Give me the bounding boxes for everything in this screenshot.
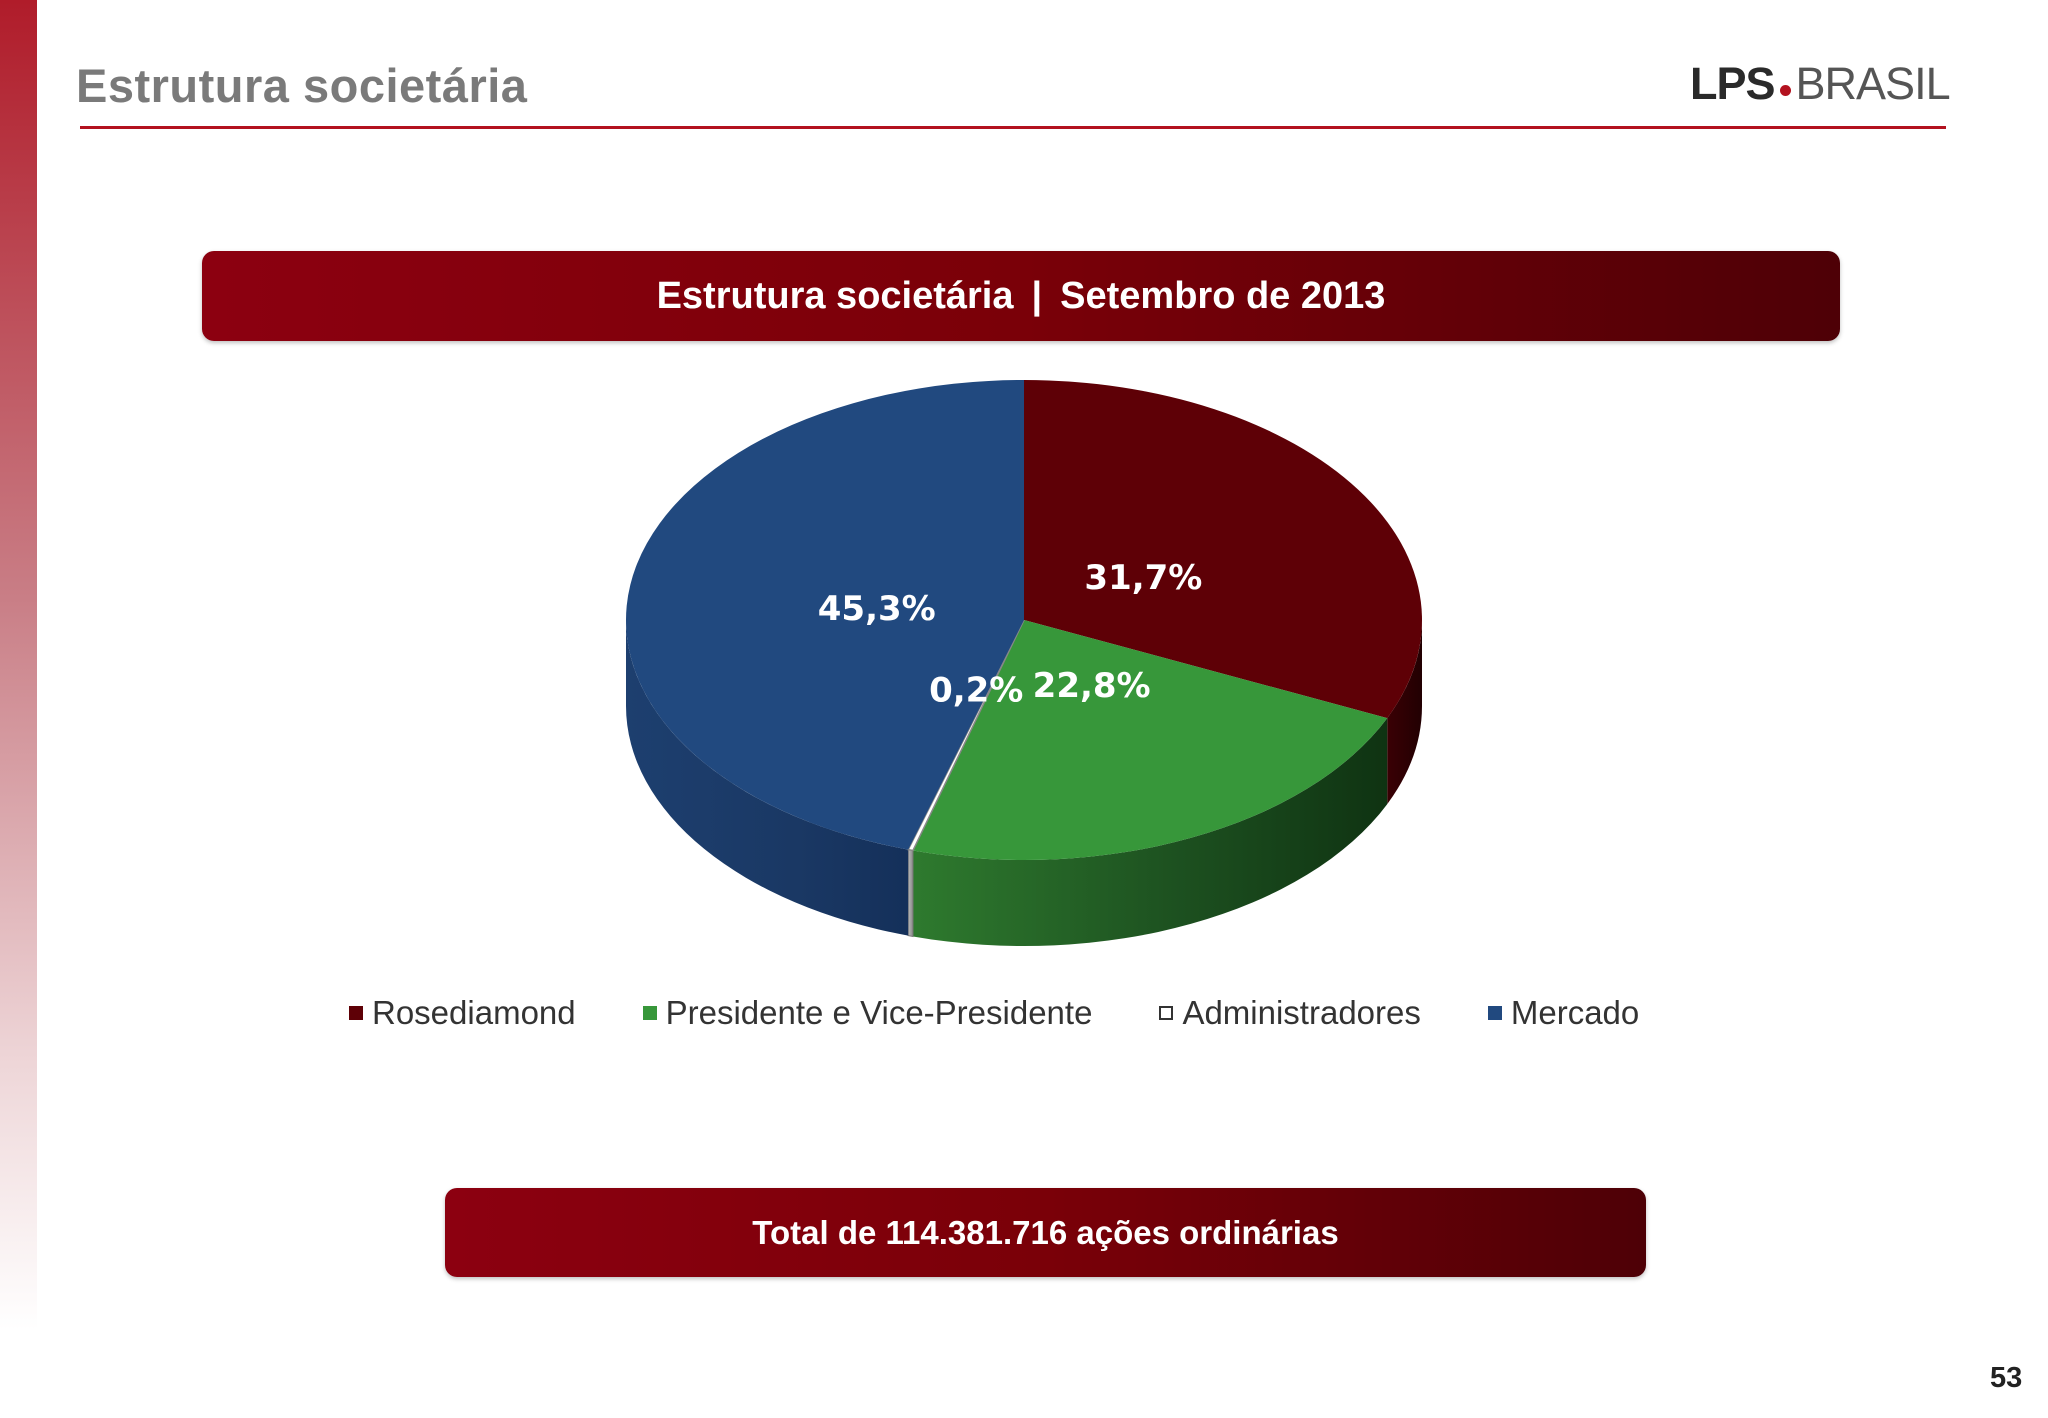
pie-side-presidente <box>912 718 1388 946</box>
logo-brasil-text: BRASIL <box>1795 58 1951 109</box>
legend-label-rosediamond: Rosediamond <box>372 994 576 1031</box>
pie-side-rosediamond <box>1387 620 1422 805</box>
banner-title: Estrutura societária <box>656 274 1014 317</box>
total-shares-text: Total de 114.381.716 ações ordinárias <box>752 1213 1339 1251</box>
pie-slice-rosediamond <box>1024 380 1423 719</box>
legend-item-presidente: Presidente e Vice-Presidente <box>642 994 1093 1032</box>
pie-slice-administradores <box>907 619 1025 852</box>
legend-item-administradores: Administradores <box>1159 994 1421 1032</box>
pie-side-mercado <box>626 620 909 936</box>
lps-brasil-logo: LPS BRASIL <box>1690 58 1951 109</box>
legend-swatch-presidente <box>642 1006 657 1020</box>
chart-title-banner: Estrutura societária | Setembro de 2013 <box>202 251 1840 341</box>
title-divider <box>80 126 1946 129</box>
legend-swatch-administradores <box>1159 1006 1174 1020</box>
pie-side-administradores <box>907 849 914 938</box>
legend-swatch-rosediamond <box>349 1006 363 1020</box>
side-accent-bar <box>0 0 37 1330</box>
page-title: Estrutura societária <box>76 59 528 112</box>
legend-item-rosediamond: Rosediamond <box>349 994 576 1032</box>
legend-swatch-mercado <box>1487 1006 1502 1020</box>
pie-label-mercado: 45,3% <box>818 589 936 629</box>
total-shares-banner: Total de 114.381.716 ações ordinárias <box>445 1188 1646 1277</box>
pie-slice-mercado <box>625 380 1024 850</box>
banner-separator: | <box>1031 274 1043 317</box>
pie-slice-presidente <box>912 620 1388 860</box>
legend-label-administradores: Administradores <box>1182 994 1421 1031</box>
pie-sides <box>626 620 1422 946</box>
logo-lps-text: LPS <box>1690 58 1776 109</box>
banner-date: Setembro de 2013 <box>1060 274 1386 317</box>
logo-dot-icon <box>1779 84 1791 96</box>
pie-tops <box>625 380 1423 860</box>
pie-label-rosediamond: 31,7% <box>1084 558 1202 598</box>
pie-label-administradores: 0,2% <box>929 671 1023 711</box>
chart-legend: Rosediamond Presidente e Vice-Presidente… <box>349 988 1699 1038</box>
legend-label-mercado: Mercado <box>1510 994 1640 1031</box>
pie-labels: 31,7% 22,8%0,2% 45,3% <box>818 558 1203 711</box>
pie-label-presidente: 22,8% <box>1033 666 1151 706</box>
page-number: 53 <box>1990 1362 2023 1394</box>
legend-label-presidente: Presidente e Vice-Presidente <box>665 994 1093 1031</box>
legend-item-mercado: Mercado <box>1487 994 1640 1032</box>
